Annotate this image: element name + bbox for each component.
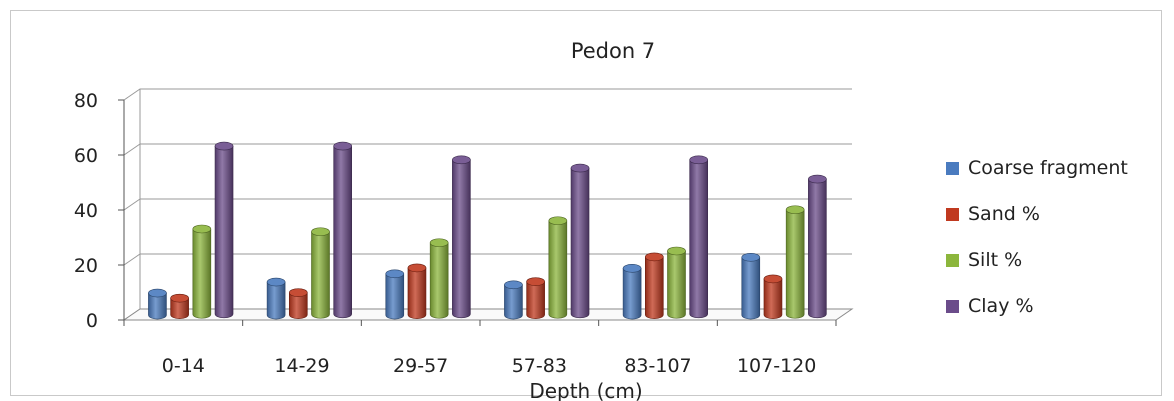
bar [644, 252, 664, 319]
y-tick-label: 40 [74, 200, 98, 222]
x-tick-label: 107-120 [737, 355, 816, 377]
bars [148, 141, 827, 320]
legend: Coarse fragment Sand % Silt % Clay % [946, 145, 1128, 329]
legend-item: Clay % [946, 283, 1128, 329]
x-tick-label: 83-107 [624, 355, 691, 377]
bar [570, 163, 590, 319]
legend-item: Silt % [946, 237, 1128, 283]
y-tick-label: 60 [74, 145, 98, 167]
legend-label: Silt % [968, 249, 1023, 271]
legend-label: Coarse fragment [968, 157, 1128, 179]
x-tick-label: 29-57 [393, 355, 448, 377]
bar [266, 277, 286, 320]
legend-item: Coarse fragment [946, 145, 1128, 191]
axes: 0 20 40 60 80 0-14 14-29 29-57 57-83 83-107 107-12… [74, 90, 837, 377]
bar [622, 263, 642, 320]
legend-item: Sand % [946, 191, 1128, 237]
gridline [123, 198, 852, 211]
bar [407, 263, 427, 319]
bar [667, 246, 686, 319]
bar [429, 238, 449, 319]
bar [148, 288, 167, 320]
x-tick-label: 14-29 [274, 355, 329, 377]
bar [548, 216, 568, 319]
x-axis-label: Depth (cm) [529, 379, 642, 401]
gridline [123, 143, 852, 156]
legend-swatch [946, 299, 959, 313]
x-tick-label: 57-83 [512, 355, 567, 377]
legend-label: Sand % [968, 203, 1040, 225]
bar [504, 280, 523, 320]
bar [333, 141, 353, 319]
legend-label: Clay % [968, 295, 1034, 317]
bar [170, 293, 189, 319]
bar [214, 141, 234, 319]
bar [808, 174, 827, 319]
chart-title: Pedon 7 [571, 39, 655, 63]
bar [526, 277, 545, 319]
y-tick-label: 0 [86, 310, 98, 332]
bar [452, 155, 471, 319]
bar [192, 224, 212, 319]
gridline [123, 253, 852, 266]
x-tick-label: 0-14 [162, 355, 205, 377]
bar [385, 269, 405, 320]
y-tick-label: 80 [74, 90, 98, 112]
bar [311, 227, 330, 319]
bar [689, 155, 709, 319]
y-tick-label: 20 [74, 255, 98, 277]
bar [785, 205, 805, 319]
bar [288, 288, 308, 319]
legend-swatch [946, 253, 959, 267]
gridline [123, 88, 852, 101]
bar [741, 252, 761, 320]
legend-swatch [946, 161, 959, 175]
bar [763, 274, 783, 319]
legend-swatch [946, 207, 959, 221]
